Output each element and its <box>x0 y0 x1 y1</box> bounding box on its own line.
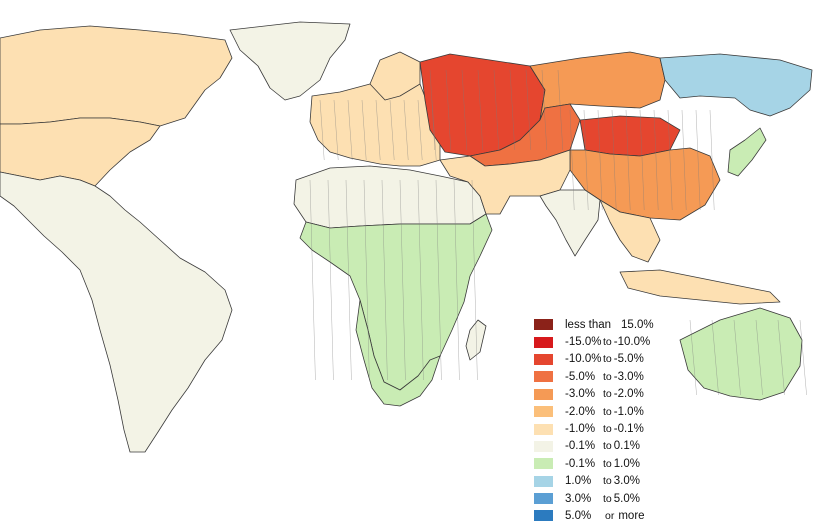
boundary-line <box>361 99 367 161</box>
legend-swatch <box>534 319 553 331</box>
region-australia <box>679 307 803 401</box>
legend-label: -1.0% to -0.1% <box>565 423 644 436</box>
region-mongolia <box>579 115 681 157</box>
legend-item: -2.0% to -1.0% <box>534 403 734 420</box>
boundary-line <box>417 99 423 161</box>
legend-swatch <box>534 475 553 487</box>
legend-item: -1.0% to -0.1% <box>534 420 734 437</box>
legend-swatch <box>534 493 553 505</box>
boundary-line <box>541 69 547 151</box>
boundary-line <box>733 319 741 396</box>
legend-swatch <box>534 353 553 365</box>
boundary-line <box>711 319 719 396</box>
legend: less than 15.0% -15.0% to -10.0% -10.0% to -5.0… <box>534 316 734 525</box>
legend-label: -10.0% to -5.0% <box>565 353 644 366</box>
legend-swatch <box>534 458 553 470</box>
boundary-line <box>509 69 515 151</box>
legend-label: 5.0% or more <box>565 509 645 522</box>
boundary-line <box>611 109 617 211</box>
legend-label: 3.0% to 5.0% <box>565 492 640 505</box>
region-americas <box>0 171 233 453</box>
boundary-line <box>319 99 325 161</box>
legend-item: 5.0% or more <box>534 507 734 524</box>
boundary-line <box>695 109 701 211</box>
legend-label: 1.0% to 3.0% <box>565 475 640 488</box>
boundary-line <box>689 319 697 396</box>
legend-item: 1.0% to 3.0% <box>534 473 734 490</box>
legend-swatch <box>534 371 553 383</box>
boundary-line <box>569 109 575 211</box>
boundary-line <box>493 69 499 151</box>
boundary-line <box>399 179 406 381</box>
boundary-line <box>709 109 715 211</box>
boundary-line <box>445 69 451 151</box>
boundary-line <box>667 109 673 211</box>
boundary-line <box>653 109 659 211</box>
region-scandinavia <box>369 51 421 101</box>
legend-item: less than 15.0% <box>534 316 734 333</box>
legend-label: -2.0% to -1.0% <box>565 405 644 418</box>
legend-item: -0.1% to 0.1% <box>534 438 734 455</box>
boundary-line <box>347 99 353 161</box>
boundary-line <box>389 99 395 161</box>
boundary-line <box>417 179 424 381</box>
legend-item: -0.1% to 1.0% <box>534 455 734 472</box>
region-russia-east <box>659 53 813 117</box>
boundary-line <box>431 99 437 161</box>
boundary-line <box>345 179 352 381</box>
boundary-line <box>461 69 467 151</box>
boundary-line <box>777 319 785 396</box>
legend-label: less than 15.0% <box>565 318 654 331</box>
legend-item: -3.0% to -2.0% <box>534 386 734 403</box>
boundary-line <box>557 69 563 151</box>
boundary-line <box>755 319 763 396</box>
legend-swatch <box>534 423 553 435</box>
region-indonesia <box>619 269 781 305</box>
boundary-line <box>799 319 807 396</box>
region-africa-south <box>355 299 441 407</box>
legend-item: -15.0% to -10.0% <box>534 333 734 350</box>
boundary-line <box>625 109 631 211</box>
boundary-line <box>681 109 687 211</box>
boundary-line <box>375 99 381 161</box>
boundary-line <box>477 69 483 151</box>
boundary-line <box>435 179 442 381</box>
boundary-line <box>639 109 645 211</box>
boundary-line <box>403 99 409 161</box>
boundary-line <box>327 179 334 381</box>
legend-item: 3.0% to 5.0% <box>534 490 734 507</box>
legend-label: -15.0% to -10.0% <box>565 336 651 349</box>
boundary-line <box>453 179 460 381</box>
boundary-line <box>597 109 603 211</box>
legend-item: -5.0% to -3.0% <box>534 368 734 385</box>
legend-swatch <box>534 336 553 348</box>
boundary-line <box>363 179 370 381</box>
boundary-line <box>583 109 589 211</box>
legend-swatch <box>534 406 553 418</box>
boundary-line <box>309 179 316 381</box>
region-madagascar <box>465 319 487 361</box>
region-southeast-asia <box>599 199 661 263</box>
legend-label: -3.0% to -2.0% <box>565 388 644 401</box>
region-japan <box>727 127 767 177</box>
legend-swatch <box>534 510 553 522</box>
boundary-line <box>381 179 388 381</box>
boundary-line <box>333 99 339 161</box>
legend-item: -10.0% to -5.0% <box>534 351 734 368</box>
legend-swatch <box>534 440 553 452</box>
region-greenland <box>229 21 351 101</box>
legend-label: -0.1% to 0.1% <box>565 440 640 453</box>
boundary-line <box>525 69 531 151</box>
legend-label: -0.1% to 1.0% <box>565 457 640 470</box>
legend-swatch <box>534 388 553 400</box>
boundary-line <box>471 179 478 381</box>
legend-label: -5.0% to -3.0% <box>565 370 644 383</box>
boundary-line <box>429 69 435 151</box>
region-india <box>539 189 601 257</box>
